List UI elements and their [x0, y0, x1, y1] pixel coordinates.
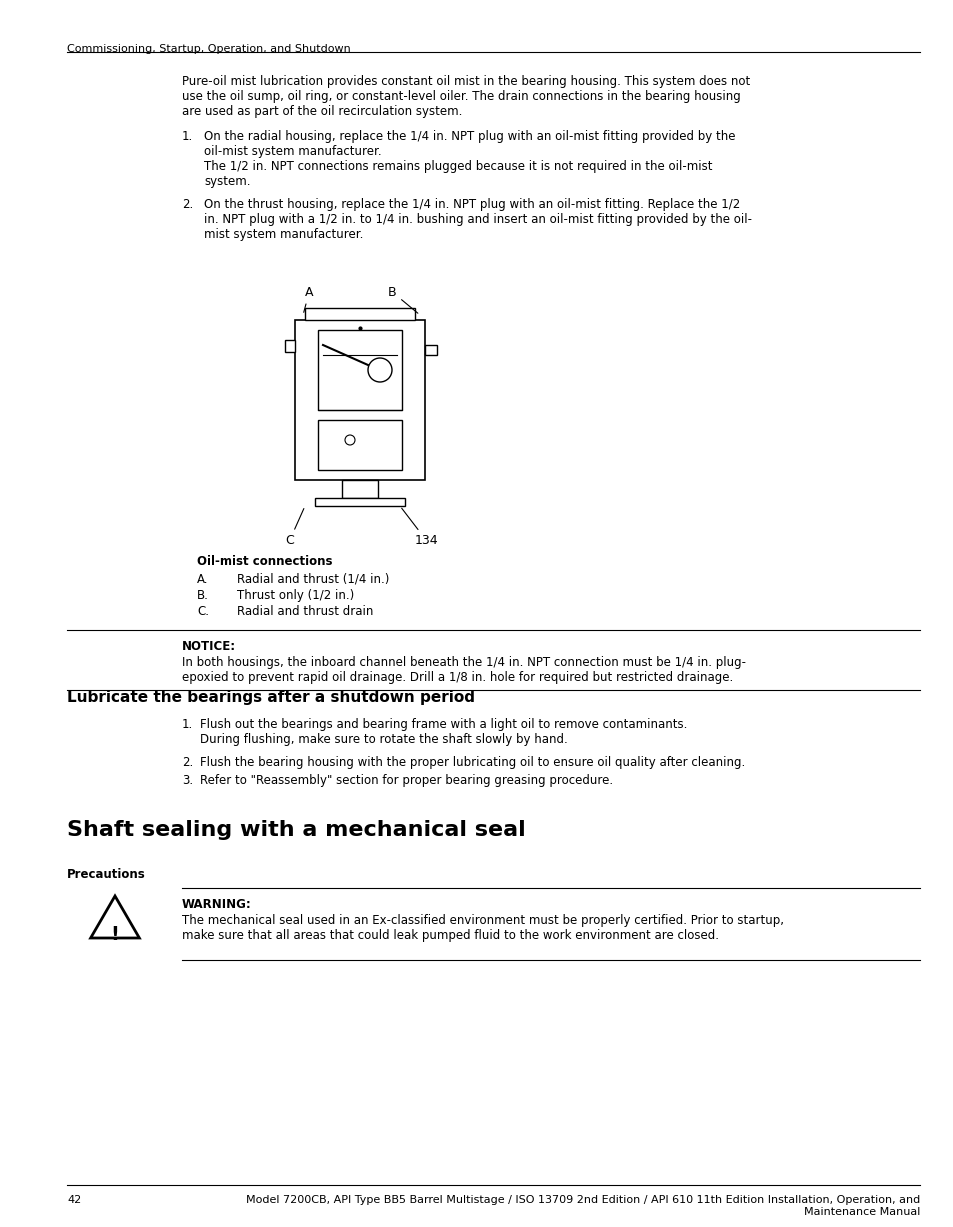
- Text: Shaft sealing with a mechanical seal: Shaft sealing with a mechanical seal: [67, 820, 525, 840]
- Text: 3.: 3.: [182, 774, 193, 787]
- Bar: [317, 330, 401, 410]
- Bar: [314, 498, 405, 506]
- Text: Flush the bearing housing with the proper lubricating oil to ensure oil quality : Flush the bearing housing with the prope…: [200, 756, 744, 769]
- Polygon shape: [91, 896, 139, 937]
- Text: Model 7200CB, API Type BB5 Barrel Multistage / ISO 13709 2nd Edition / API 610 1: Model 7200CB, API Type BB5 Barrel Multis…: [246, 1195, 919, 1217]
- Text: Thrust only (1/2 in.): Thrust only (1/2 in.): [236, 589, 354, 602]
- Text: 134: 134: [401, 508, 438, 547]
- Bar: [341, 480, 377, 498]
- Text: A: A: [303, 286, 314, 313]
- Bar: [294, 320, 424, 480]
- Text: A.: A.: [196, 573, 209, 587]
- Text: 2.: 2.: [182, 756, 193, 769]
- Text: C.: C.: [196, 605, 209, 618]
- Bar: [305, 308, 415, 320]
- Text: 42: 42: [67, 1195, 81, 1205]
- Circle shape: [345, 436, 355, 445]
- Text: Oil-mist connections: Oil-mist connections: [196, 555, 333, 568]
- Bar: [317, 420, 401, 470]
- Text: B.: B.: [196, 589, 209, 602]
- Text: B: B: [388, 286, 417, 313]
- Text: WARNING:: WARNING:: [182, 898, 252, 910]
- Bar: [285, 340, 294, 352]
- Text: Precautions: Precautions: [67, 867, 146, 881]
- Text: The mechanical seal used in an Ex-classified environment must be properly certif: The mechanical seal used in an Ex-classi…: [182, 914, 783, 942]
- Text: C: C: [285, 508, 304, 547]
- Text: !: !: [111, 924, 119, 944]
- Text: Radial and thrust drain: Radial and thrust drain: [236, 605, 373, 618]
- Circle shape: [368, 358, 392, 382]
- Text: 2.: 2.: [182, 198, 193, 211]
- Text: Radial and thrust (1/4 in.): Radial and thrust (1/4 in.): [236, 573, 389, 587]
- Text: Lubricate the bearings after a shutdown period: Lubricate the bearings after a shutdown …: [67, 690, 475, 706]
- Text: In both housings, the inboard channel beneath the 1/4 in. NPT connection must be: In both housings, the inboard channel be…: [182, 656, 745, 683]
- Text: Flush out the bearings and bearing frame with a light oil to remove contaminants: Flush out the bearings and bearing frame…: [200, 718, 687, 746]
- Text: On the thrust housing, replace the 1/4 in. NPT plug with an oil-mist fitting. Re: On the thrust housing, replace the 1/4 i…: [204, 198, 751, 240]
- Bar: [424, 345, 436, 355]
- Text: NOTICE:: NOTICE:: [182, 640, 236, 653]
- Text: 1.: 1.: [182, 130, 193, 144]
- Text: Pure-oil mist lubrication provides constant oil mist in the bearing housing. Thi: Pure-oil mist lubrication provides const…: [182, 75, 749, 118]
- Text: 1.: 1.: [182, 718, 193, 731]
- Text: Commissioning, Startup, Operation, and Shutdown: Commissioning, Startup, Operation, and S…: [67, 44, 351, 54]
- Text: On the radial housing, replace the 1/4 in. NPT plug with an oil-mist fitting pro: On the radial housing, replace the 1/4 i…: [204, 130, 735, 188]
- Text: Refer to "Reassembly" section for proper bearing greasing procedure.: Refer to "Reassembly" section for proper…: [200, 774, 613, 787]
